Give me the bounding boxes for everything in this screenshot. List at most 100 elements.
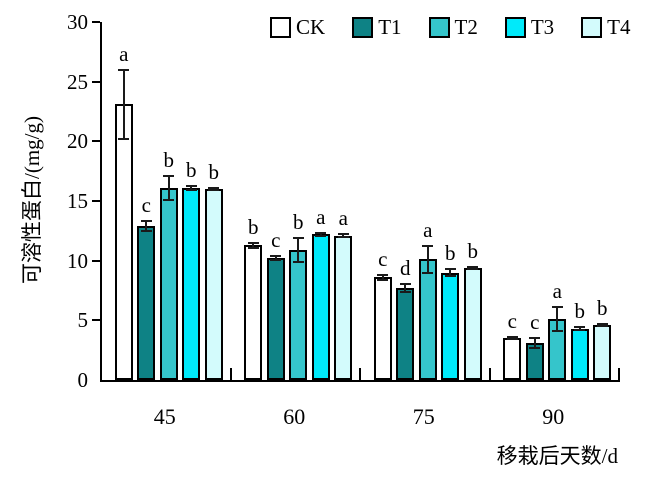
legend-item-t2: T2 [428,15,478,39]
significance-letter: c [271,228,281,253]
legend-swatch-ck [270,16,291,38]
significance-letter: c [530,309,540,334]
error-bar-line [297,237,300,262]
y-tick-label: 10 [67,248,88,273]
y-axis-tick [92,200,100,202]
x-tick-label: 45 [153,404,176,429]
error-bar-line [404,283,407,293]
error-bar-line [342,234,345,237]
bar-t4-75 [463,267,482,380]
error-bar-cap-bottom [506,338,518,341]
bar-t1-60 [266,258,285,380]
x-tick-label: 90 [542,404,565,429]
y-tick-label: 15 [67,189,88,213]
bar-t4-90 [593,325,612,380]
error-bar-line [511,337,514,340]
error-bar-cap-bottom [185,188,197,191]
significance-letter: d [400,255,411,280]
legend-swatch-t4 [581,16,603,38]
significance-letter: b [597,295,608,320]
legend-label: T1 [378,15,402,39]
y-tick-label: 20 [67,129,88,154]
bar-t2-60 [289,249,308,380]
error-bar-cap-bottom [529,347,541,350]
bar-t3-45 [182,187,201,380]
significance-letter: a [119,41,129,66]
significance-letter: a [338,206,348,231]
bar-t2-75 [418,259,437,380]
error-bar-cap-bottom [315,235,327,238]
error-bar-cap-bottom [596,325,608,328]
significance-letter: c [378,246,388,271]
x-tick-label: 75 [412,404,435,429]
legend-label: T3 [530,15,555,39]
legend-swatch-t1 [352,16,374,38]
y-tick-label: 5 [77,308,89,333]
error-bar-cap-bottom [444,275,456,278]
legend-label: T4 [607,15,631,39]
legend-item-t3: T3 [504,15,555,39]
error-bar-line [578,326,581,331]
bar-t3-60 [311,234,330,380]
x-axis-tick [229,368,232,380]
bar-ck-45 [114,104,133,380]
significance-letter: b [186,158,197,183]
y-tick-label: 30 [67,10,88,34]
x-axis-tick [359,368,361,380]
legend-swatch-t2 [428,16,450,38]
significance-letter: b [574,298,586,323]
error-bar-cap-top [596,322,608,325]
bar-ck-90 [503,338,522,380]
significance-letter: b [445,241,456,266]
significance-letter: b [467,238,479,263]
significance-letter: c [141,193,151,218]
y-axis-title: 可溶性蛋白/(mg/g) [20,116,44,284]
error-bar-line [449,269,452,277]
y-axis-tick [92,259,100,262]
error-bar-line [167,175,170,200]
bar-t1-75 [396,288,415,380]
error-bar-cap-top [208,186,220,189]
legend-label: T2 [454,15,478,39]
error-bar-cap-bottom [208,189,220,192]
error-bar-cap-top [140,220,152,223]
error-bar-cap-top [270,255,282,258]
bar-t2-45 [159,187,178,380]
error-bar-line [556,307,559,332]
bar-t3-75 [441,272,460,380]
significance-letter: b [208,159,220,184]
error-bar-cap-top [444,268,456,271]
bar-t1-45 [137,226,156,380]
error-bar-cap-bottom [399,291,411,294]
significance-letter: b [293,209,304,234]
error-bar-cap-top [185,185,197,188]
significance-letter: a [423,218,433,243]
legend-item-ck: CK [270,16,325,38]
error-bar-cap-top [377,273,389,276]
error-bar-cap-bottom [551,330,563,333]
error-bar-cap-top [292,236,304,239]
error-bar-line [533,337,536,349]
error-bar-cap-bottom [292,260,304,263]
bar-ck-60 [244,245,263,380]
error-bar-cap-top [247,241,259,244]
error-bar-line [471,266,474,269]
error-bar-line [190,186,193,190]
error-bar-cap-top [551,306,563,309]
error-bar-cap-top [467,265,479,268]
legend-item-t1: T1 [352,15,402,39]
error-bar-line [319,232,322,237]
legend-item-t4: T4 [581,15,631,39]
bar-t3-90 [570,328,589,380]
error-bar-cap-top [574,325,586,328]
x-axis-tick [488,368,491,380]
error-bar-cap-bottom [270,259,282,262]
y-axis-tick [92,319,100,322]
error-bar-cap-bottom [140,229,152,232]
error-bar-line [145,221,148,231]
error-bar-line [426,246,429,273]
error-bar-cap-top [529,336,541,339]
y-tick-label: 0 [77,368,89,392]
